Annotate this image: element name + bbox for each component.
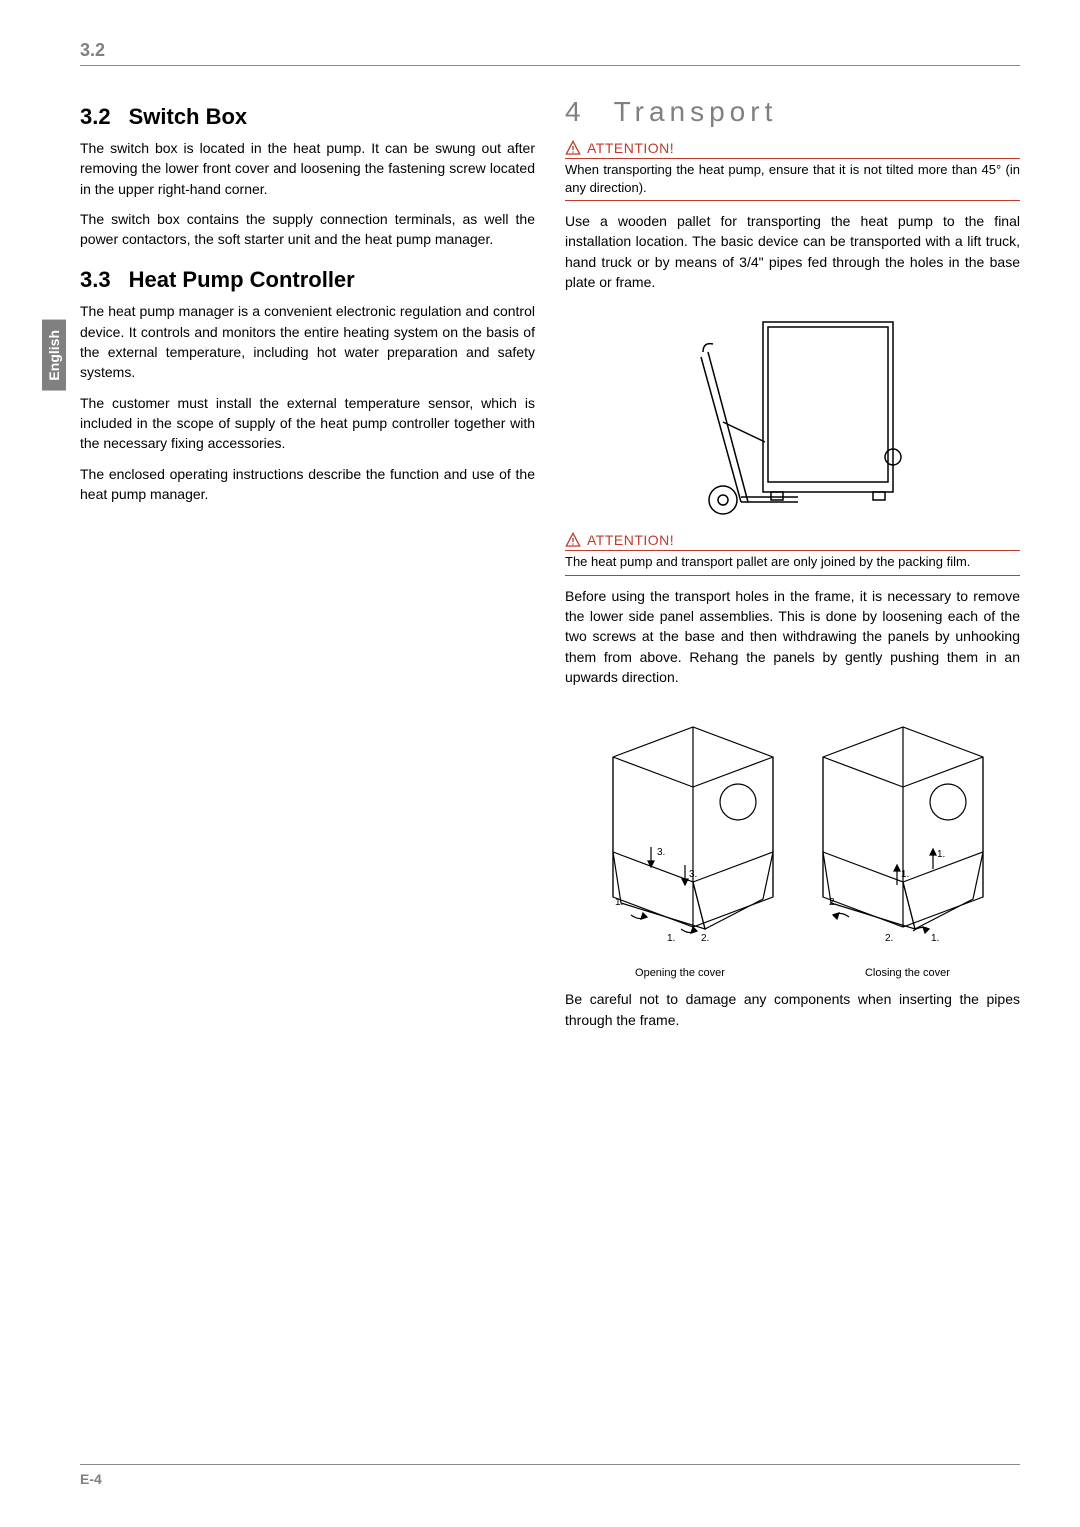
page-header: 3.2: [80, 40, 1020, 66]
panel-removal-diagram: 3. 3. 1. 1. 2. 1. 1. 2. 2. 1.: [573, 697, 1013, 957]
content-columns: 3.2 Switch Box The switch box is located…: [80, 86, 1020, 1040]
page-number: E-4: [80, 1471, 102, 1487]
section-3-3-heading: 3.3 Heat Pump Controller: [80, 267, 535, 293]
header-section-number: 3.2: [80, 40, 105, 60]
attention-label: ATTENTION!: [587, 140, 674, 156]
step-label: 2.: [829, 897, 837, 908]
figure-panel-removal: 3. 3. 1. 1. 2. 1. 1. 2. 2. 1.: [565, 697, 1020, 957]
attention-box: ATTENTION! When transporting the heat pu…: [565, 140, 1020, 201]
step-label: 1.: [901, 869, 909, 880]
page: 3.2 English 3.2 Switch Box The switch bo…: [0, 0, 1080, 1527]
figure-captions: Opening the cover Closing the cover: [565, 967, 1020, 979]
step-label: 1.: [937, 849, 945, 860]
language-tab: English: [42, 320, 66, 391]
step-label: 2.: [885, 933, 893, 944]
section-title: Heat Pump Controller: [129, 267, 355, 293]
language-tab-label: English: [46, 330, 62, 381]
body-paragraph: Before using the transport holes in the …: [565, 586, 1020, 687]
step-label: 1.: [615, 897, 623, 908]
step-label: 1.: [667, 933, 675, 944]
figure-transport-dolly: [565, 302, 1020, 522]
transport-dolly-diagram: [653, 302, 933, 522]
warning-icon: [565, 140, 581, 156]
warning-icon: [565, 532, 581, 548]
page-footer: E-4: [80, 1464, 1020, 1487]
step-label: 2.: [701, 933, 709, 944]
attention-box: ATTENTION! The heat pump and transport p…: [565, 532, 1020, 576]
body-paragraph: Be careful not to damage any components …: [565, 989, 1020, 1030]
step-label: 3.: [657, 847, 665, 858]
section-title: Switch Box: [129, 104, 248, 130]
step-label: 1.: [931, 933, 939, 944]
attention-header: ATTENTION!: [565, 140, 1020, 159]
body-paragraph: The enclosed operating instructions desc…: [80, 464, 535, 505]
left-column: 3.2 Switch Box The switch box is located…: [80, 86, 535, 1040]
section-3-2-heading: 3.2 Switch Box: [80, 104, 535, 130]
attention-label: ATTENTION!: [587, 532, 674, 548]
body-paragraph: The customer must install the external t…: [80, 393, 535, 454]
body-paragraph: The switch box is located in the heat pu…: [80, 138, 535, 199]
right-column: 4 Transport ATTENTION! When transporting…: [565, 86, 1020, 1040]
section-number: 3.2: [80, 104, 111, 130]
attention-text: The heat pump and transport pallet are o…: [565, 553, 1020, 576]
caption-opening: Opening the cover: [635, 967, 725, 979]
attention-text: When transporting the heat pump, ensure …: [565, 161, 1020, 201]
body-paragraph: The heat pump manager is a convenient el…: [80, 301, 535, 382]
step-label: 3.: [689, 869, 697, 880]
body-paragraph: Use a wooden pallet for transporting the…: [565, 211, 1020, 292]
body-paragraph: The switch box contains the supply conne…: [80, 209, 535, 250]
chapter-number: 4: [565, 96, 586, 128]
section-number: 3.3: [80, 267, 111, 293]
chapter-title: Transport: [614, 96, 778, 128]
caption-closing: Closing the cover: [865, 967, 950, 979]
chapter-4-heading: 4 Transport: [565, 96, 1020, 128]
attention-header: ATTENTION!: [565, 532, 1020, 551]
